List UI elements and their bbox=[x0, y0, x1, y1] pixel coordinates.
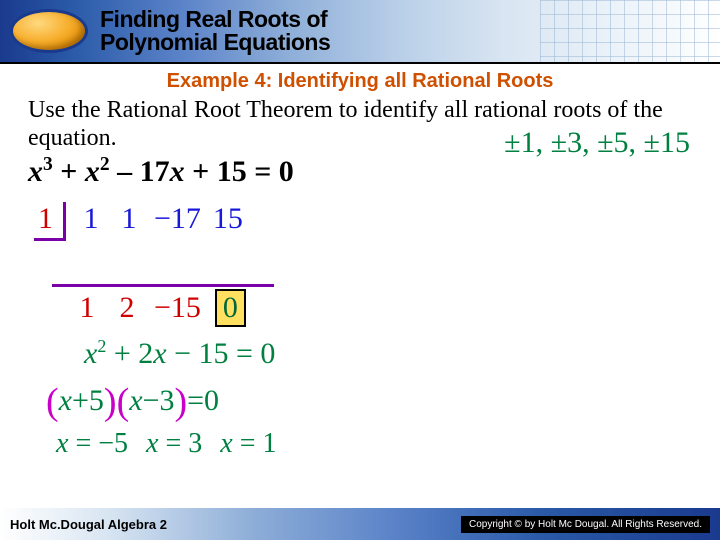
solutions-row: x = −5 x = 3 x = 1 bbox=[56, 428, 277, 460]
paren-open-2: ( bbox=[117, 381, 130, 423]
synthetic-result-row: 1 2 −15 0 bbox=[52, 289, 274, 327]
solution-0: x = −5 bbox=[56, 428, 128, 460]
title-line-2: Polynomial Equations bbox=[100, 31, 330, 54]
header-grid-decoration bbox=[540, 0, 720, 62]
factored-form: (x+5)(x−3)=0 bbox=[46, 380, 219, 424]
possible-rational-roots: ±1, ±3, ±5, ±15 bbox=[504, 126, 690, 160]
coef-1: 1 bbox=[116, 202, 142, 236]
remainder-box: 0 bbox=[215, 289, 246, 327]
footer-textbook: Holt Mc.Dougal Algebra 2 bbox=[10, 517, 167, 532]
paren-open-1: ( bbox=[46, 381, 59, 423]
synthetic-divisor: 1 bbox=[34, 202, 66, 241]
solution-2: x = 1 bbox=[220, 428, 276, 460]
synthetic-result-line bbox=[52, 284, 274, 287]
coef-2: −17 bbox=[154, 202, 201, 236]
coef-0: 1 bbox=[78, 202, 104, 236]
result-0: 1 bbox=[74, 291, 100, 325]
result-2: −15 bbox=[154, 291, 201, 325]
synthetic-row-1: 1 1 1 −17 15 bbox=[34, 202, 243, 241]
solution-1: x = 3 bbox=[146, 428, 202, 460]
synthetic-division-top: 1 1 1 −17 15 bbox=[34, 202, 243, 241]
footer-copyright: Copyright © by Holt Mc Dougal. All Right… bbox=[461, 516, 710, 533]
title-line-1: Finding Real Roots of bbox=[100, 8, 330, 31]
footer-bar: Holt Mc.Dougal Algebra 2 Copyright © by … bbox=[0, 508, 720, 540]
page-title: Finding Real Roots of Polynomial Equatio… bbox=[100, 8, 330, 54]
header-bar: Finding Real Roots of Polynomial Equatio… bbox=[0, 0, 720, 62]
logo-oval bbox=[10, 9, 88, 53]
synthetic-coefficients: 1 1 −17 15 bbox=[66, 202, 243, 236]
coef-3: 15 bbox=[213, 202, 243, 236]
paren-close-1: ) bbox=[104, 381, 117, 423]
content-area: Example 4: Identifying all Rational Root… bbox=[0, 64, 720, 504]
depressed-quadratic: x2 + 2x − 15 = 0 bbox=[84, 336, 275, 371]
result-1: 2 bbox=[114, 291, 140, 325]
example-label: Example 4: Identifying all Rational Root… bbox=[28, 70, 692, 93]
synthetic-division-bottom: 1 2 −15 0 bbox=[52, 284, 274, 327]
paren-close-2: ) bbox=[174, 381, 187, 423]
